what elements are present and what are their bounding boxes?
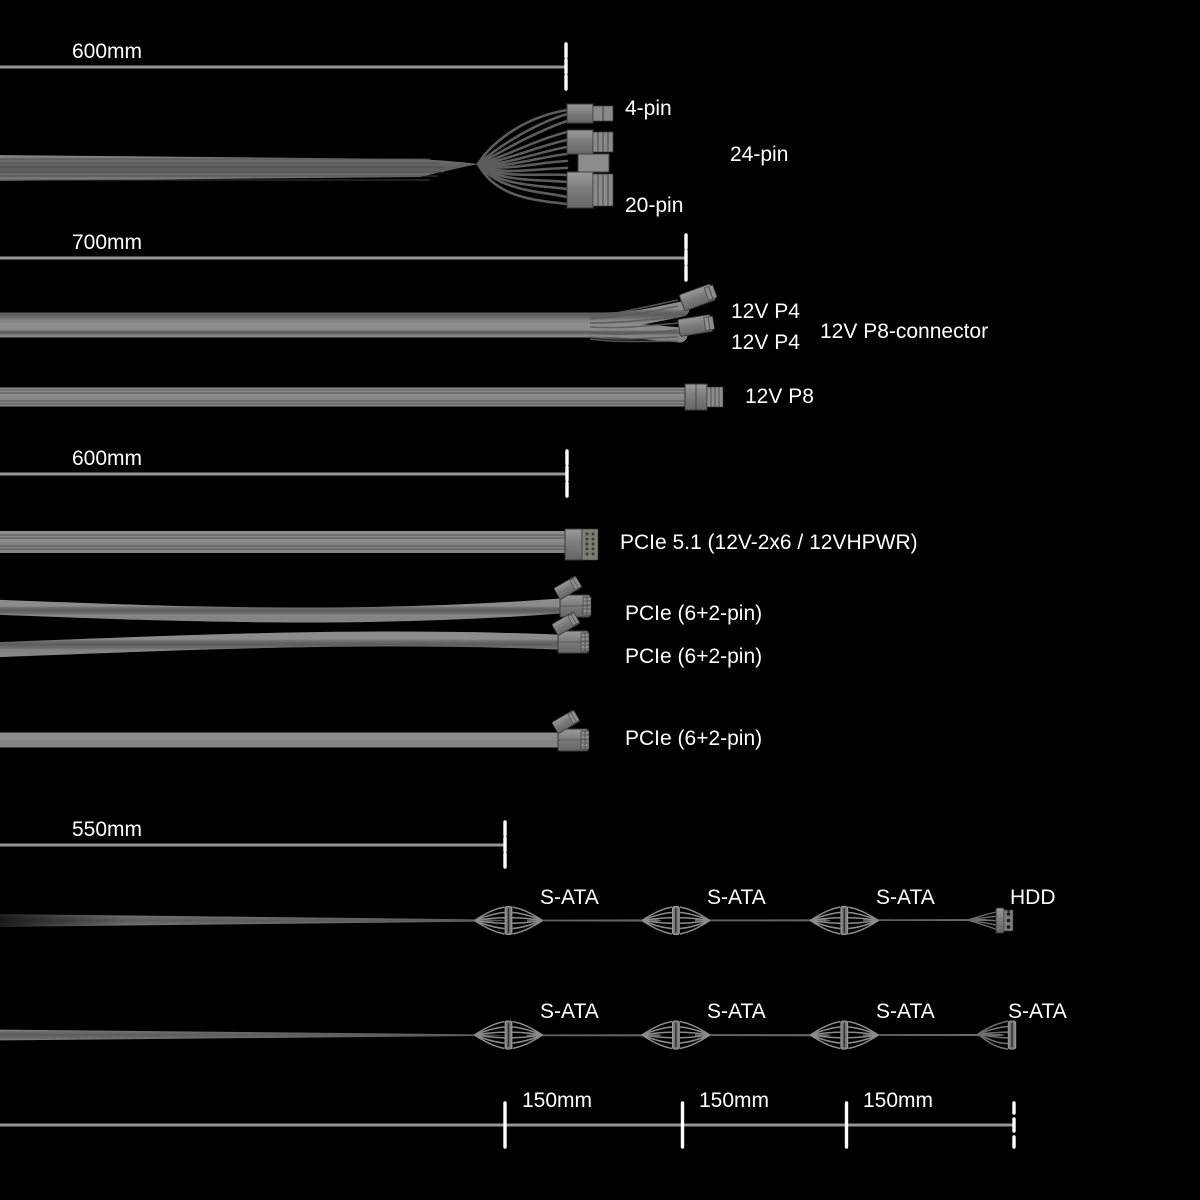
- svg-text:PCIe 5.1 (12V-2x6 / 12VHPWR): PCIe 5.1 (12V-2x6 / 12VHPWR): [620, 531, 918, 554]
- svg-text:150mm: 150mm: [522, 1089, 592, 1112]
- svg-text:PCIe (6+2-pin): PCIe (6+2-pin): [625, 645, 762, 668]
- svg-text:S-ATA: S-ATA: [540, 886, 599, 909]
- svg-text:S-ATA: S-ATA: [1008, 1000, 1067, 1023]
- svg-text:4-pin: 4-pin: [625, 97, 672, 120]
- svg-text:S-ATA: S-ATA: [707, 886, 766, 909]
- svg-text:PCIe (6+2-pin): PCIe (6+2-pin): [625, 602, 762, 625]
- svg-text:12V P4: 12V P4: [731, 300, 800, 323]
- svg-text:S-ATA: S-ATA: [876, 1000, 935, 1023]
- svg-text:PCIe (6+2-pin): PCIe (6+2-pin): [625, 727, 762, 750]
- svg-text:S-ATA: S-ATA: [876, 886, 935, 909]
- svg-text:600mm: 600mm: [72, 447, 142, 470]
- svg-text:S-ATA: S-ATA: [540, 1000, 599, 1023]
- svg-text:S-ATA: S-ATA: [707, 1000, 766, 1023]
- svg-text:150mm: 150mm: [699, 1089, 769, 1112]
- svg-text:12V P4: 12V P4: [731, 331, 800, 354]
- svg-text:12V P8-connector: 12V P8-connector: [820, 320, 988, 343]
- svg-text:550mm: 550mm: [72, 818, 142, 841]
- svg-text:12V P8: 12V P8: [745, 385, 814, 408]
- svg-text:600mm: 600mm: [72, 40, 142, 63]
- svg-text:700mm: 700mm: [72, 231, 142, 254]
- svg-text:24-pin: 24-pin: [730, 143, 788, 166]
- svg-text:HDD: HDD: [1010, 886, 1056, 909]
- svg-text:150mm: 150mm: [863, 1089, 933, 1112]
- svg-text:20-pin: 20-pin: [625, 194, 683, 217]
